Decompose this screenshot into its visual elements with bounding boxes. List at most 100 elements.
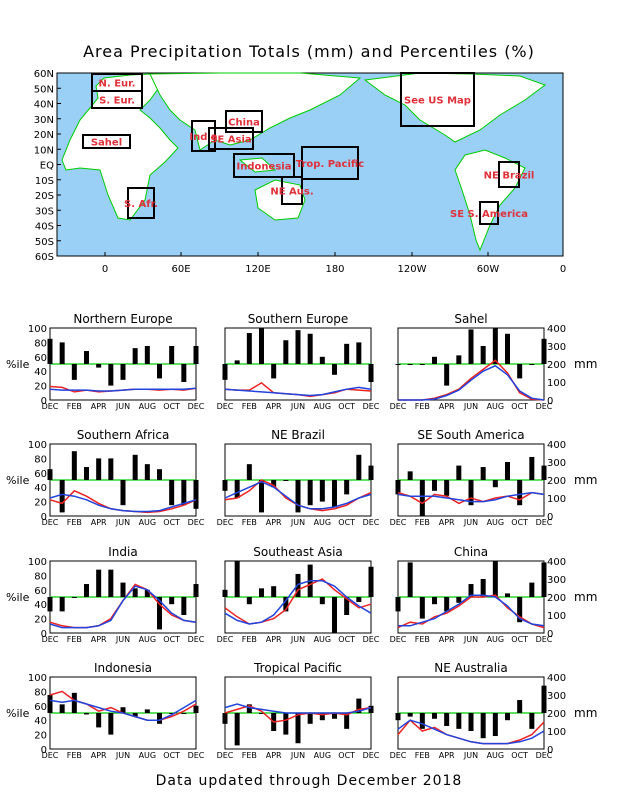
lat-tick-label: 20N (34, 130, 54, 141)
month-tick-label: OCT (338, 635, 355, 644)
percentile-bar (368, 465, 374, 480)
percentile-bar (332, 364, 337, 375)
pct-tick-label: 100 (28, 440, 47, 451)
percentile-bar (492, 328, 498, 364)
mm-tick-label: 300 (547, 575, 566, 586)
month-tick-label: JUN (463, 751, 478, 760)
percentile-bar (344, 597, 350, 615)
panel-title: Southeast Asia (253, 545, 343, 559)
month-tick-label: APR (266, 635, 282, 644)
month-tick-label: OCT (511, 751, 528, 760)
percentile-bar (395, 480, 401, 495)
percentile-bar (407, 713, 413, 717)
percentile-bar (47, 597, 53, 612)
mm-tick-label: 300 (547, 691, 566, 702)
percentile-bar (307, 713, 313, 724)
percentile-bar (96, 364, 102, 368)
percentile-bar (419, 364, 425, 365)
month-tick-label: DEC (390, 751, 407, 760)
month-tick-label: OCT (338, 751, 355, 760)
region-box (400, 72, 475, 127)
panel-title: NE Australia (434, 661, 507, 675)
month-tick-label: AUG (314, 635, 332, 644)
month-tick-label: JUN (115, 402, 130, 411)
percentile-bar (356, 698, 362, 713)
month-tick-label: DEC (42, 402, 59, 411)
percentile-bar (271, 364, 277, 379)
percentile-bar (468, 584, 474, 597)
mm-tick-label: 0 (547, 396, 553, 407)
lat-tick-label: 30N (34, 115, 54, 126)
month-tick-label: DEC (42, 635, 59, 644)
lat-tick-label: 20S (35, 191, 54, 202)
lat-tick-label: 30S (35, 206, 54, 217)
percentile-bar (234, 360, 240, 364)
panel-title: Southern Africa (77, 428, 170, 442)
percentile-bar (246, 333, 252, 364)
percentile-bar (456, 597, 462, 603)
month-tick-label: AUG (487, 402, 505, 411)
mm-tick-label: 0 (547, 745, 553, 756)
left-axis-title: %ile (6, 474, 30, 487)
percentile-bar (432, 480, 437, 491)
percentile-bar (432, 356, 437, 364)
month-tick-label: FEB (67, 402, 82, 411)
mm-tick-label: 300 (547, 342, 566, 353)
pct-tick-label: 100 (28, 557, 47, 568)
panel-title: NE Brazil (271, 428, 325, 442)
month-tick-label: DEC (217, 635, 234, 644)
month-tick-label: FEB (415, 751, 430, 760)
percentile-bar (505, 713, 510, 721)
month-tick-label: DEC (217, 751, 234, 760)
pct-tick-label: 40 (34, 600, 47, 611)
percentile-bar (169, 346, 175, 364)
lat-tick-label: EQ (40, 161, 54, 172)
percentile-bar (96, 458, 102, 480)
region-box (479, 201, 499, 225)
region-box (301, 146, 359, 180)
percentile-bar (356, 342, 362, 364)
region-label: N. Eur. (99, 79, 136, 90)
percentile-bar (259, 328, 264, 364)
percentile-bar (407, 471, 413, 480)
month-tick-label: DEC (363, 751, 380, 760)
lon-tick-label: 0 (102, 264, 108, 275)
pct-tick-label: 20 (34, 615, 47, 626)
percentile-bar (259, 588, 264, 597)
pct-tick-label: 40 (34, 483, 47, 494)
month-tick-label: AUG (314, 402, 332, 411)
percentile-bar (120, 707, 126, 713)
lon-tick-label: 120W (398, 264, 427, 275)
percentile-bar (222, 589, 228, 597)
percentile-bar (144, 464, 150, 480)
month-tick-label: OCT (338, 402, 355, 411)
month-tick-label: JUN (290, 402, 305, 411)
percentile-bar (307, 480, 313, 506)
percentile-bar (222, 713, 228, 724)
month-tick-label: FEB (67, 751, 82, 760)
percentile-bar (144, 589, 150, 597)
percentile-bar (295, 480, 301, 513)
lon-tick-label: 60E (171, 264, 190, 275)
month-tick-label: OCT (511, 518, 528, 527)
series-line-blue (398, 594, 545, 627)
percentile-bar (84, 584, 89, 597)
percentile-bar (132, 454, 138, 480)
right-axis-title: mm (574, 590, 597, 604)
month-tick-label: APR (91, 402, 107, 411)
left-axis-title: %ile (6, 591, 30, 604)
pct-tick-label: 0 (41, 396, 47, 407)
region-box (225, 110, 263, 133)
region-label: Indonesia (237, 162, 292, 173)
percentile-bar (432, 713, 437, 719)
percentile-bar (59, 480, 65, 513)
percentile-bar (541, 685, 547, 713)
percentile-bar (541, 562, 547, 597)
percentile-bar (319, 713, 325, 721)
pct-tick-label: 0 (41, 745, 47, 756)
percentile-bar (295, 713, 301, 744)
lon-tick-label: 180 (325, 264, 344, 275)
region-box (498, 161, 520, 188)
percentile-bar (419, 713, 425, 729)
